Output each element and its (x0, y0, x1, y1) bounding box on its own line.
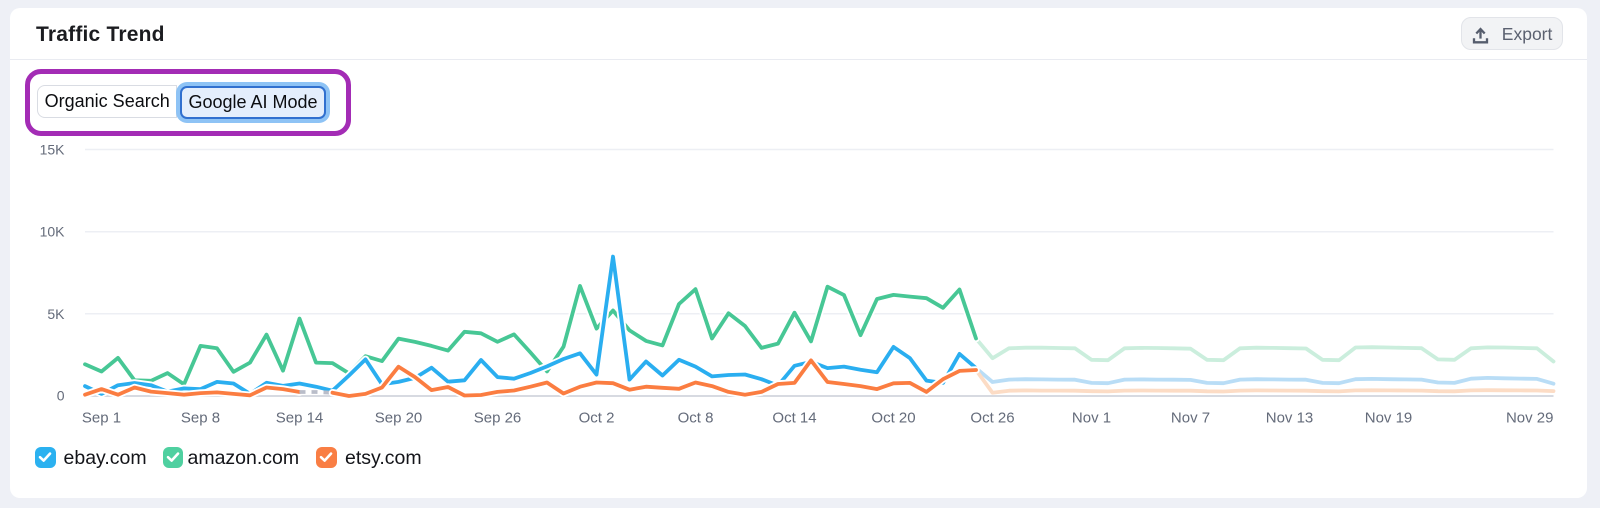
svg-text:Sep 14: Sep 14 (276, 410, 324, 427)
svg-text:Oct 14: Oct 14 (772, 410, 816, 427)
svg-text:Oct 2: Oct 2 (579, 410, 615, 427)
svg-text:Nov 1: Nov 1 (1072, 410, 1111, 427)
svg-text:15K: 15K (40, 142, 66, 158)
svg-text:Nov 7: Nov 7 (1171, 410, 1210, 427)
svg-text:Nov 29: Nov 29 (1506, 410, 1554, 427)
svg-text:Nov 19: Nov 19 (1365, 410, 1413, 427)
svg-text:5K: 5K (47, 306, 65, 322)
svg-text:Oct 8: Oct 8 (678, 410, 714, 427)
svg-text:Sep 8: Sep 8 (181, 410, 220, 427)
svg-text:Nov 13: Nov 13 (1266, 410, 1314, 427)
svg-text:Sep 20: Sep 20 (375, 410, 423, 427)
svg-text:0: 0 (57, 388, 65, 404)
svg-text:Sep 26: Sep 26 (474, 410, 522, 427)
svg-text:Oct 26: Oct 26 (970, 410, 1014, 427)
svg-text:Sep 1: Sep 1 (82, 410, 121, 427)
svg-text:10K: 10K (40, 224, 66, 240)
svg-text:Oct 20: Oct 20 (871, 410, 915, 427)
